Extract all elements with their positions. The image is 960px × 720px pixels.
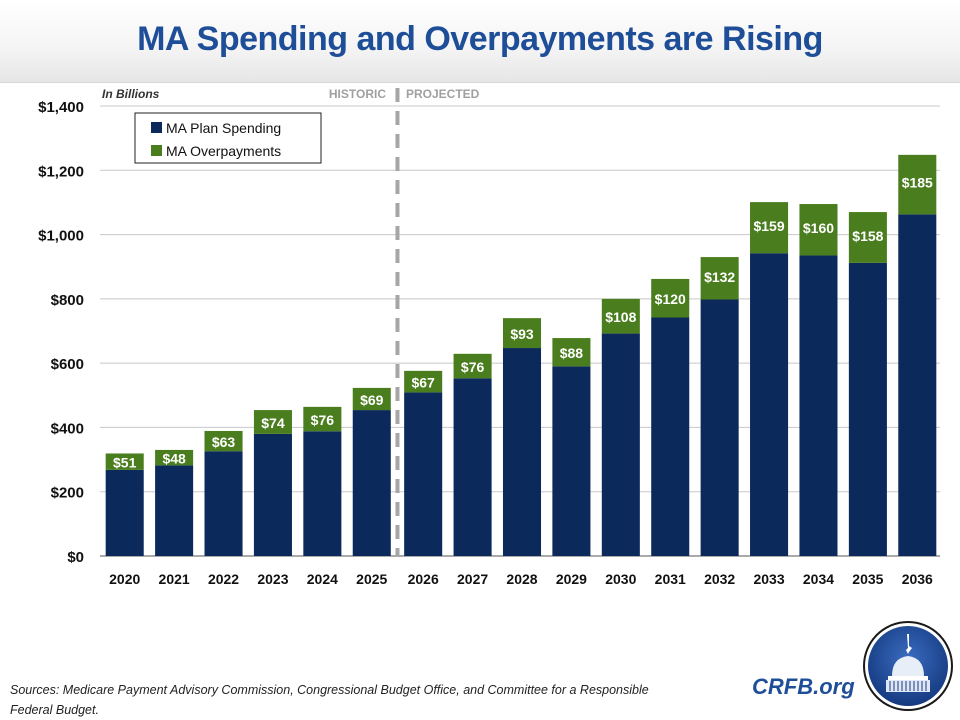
- bar-plan-spending: [155, 465, 194, 556]
- bar-overpayments: [204, 430, 243, 452]
- x-tick-label: 2031: [655, 571, 686, 587]
- data-label-overpayments: $160: [803, 220, 834, 236]
- y-tick-label: $600: [51, 356, 84, 373]
- header-banner: MA Spending and Overpayments are Rising: [0, 0, 960, 83]
- bar-overpayments: [651, 278, 690, 318]
- bar-overpayments: [848, 212, 887, 263]
- x-tick-label: 2024: [307, 571, 338, 587]
- x-tick-label: 2033: [753, 571, 784, 587]
- x-tick-label: 2036: [902, 571, 933, 587]
- data-label-overpayments: $51: [113, 455, 137, 471]
- data-label-overpayments: $74: [261, 415, 285, 431]
- bar-plan-spending: [352, 410, 391, 556]
- historic-label: HISTORIC: [329, 87, 386, 101]
- y-axis: $0 $200 $400 $600 $800 $1,000 $1,200 $1,400: [38, 99, 84, 566]
- bar-plan-spending: [552, 366, 591, 556]
- data-label-overpayments: $69: [360, 392, 384, 408]
- data-label-overpayments: $159: [753, 218, 784, 234]
- unit-label: In Billions: [102, 87, 160, 101]
- bar-overpayments: [552, 338, 591, 367]
- data-label-overpayments: $120: [655, 291, 686, 307]
- bar-plan-spending: [848, 262, 887, 556]
- bar-plan-spending: [601, 333, 640, 556]
- x-tick-label: 2032: [704, 571, 735, 587]
- bar-overpayments: [352, 387, 391, 411]
- x-tick-label: 2021: [159, 571, 190, 587]
- bar-overpayments: [601, 298, 640, 334]
- bar-overpayments: [404, 370, 443, 393]
- bar-overpayments: [750, 202, 789, 254]
- y-tick-label: $1,400: [38, 99, 84, 116]
- x-tick-label: 2023: [257, 571, 288, 587]
- data-label-overpayments: $132: [704, 269, 735, 285]
- y-tick-label: $0: [67, 549, 84, 566]
- legend-swatch-plan: [151, 122, 162, 133]
- y-tick-label: $1,200: [38, 163, 84, 180]
- y-tick-label: $200: [51, 485, 84, 502]
- bar-plan-spending: [799, 255, 838, 556]
- legend: MA Plan Spending MA Overpayments: [134, 112, 322, 164]
- data-label-overpayments: $88: [560, 345, 584, 361]
- bar-overpayments: [453, 353, 492, 379]
- bar-plan-spending: [253, 433, 292, 556]
- data-label-overpayments: $63: [212, 434, 236, 450]
- capitol-dome-icon: [863, 621, 953, 711]
- bar-overpayments: [700, 257, 739, 300]
- y-tick-label: $1,000: [38, 228, 84, 245]
- data-label-overpayments: $93: [510, 326, 534, 342]
- bar-plan-spending: [898, 214, 937, 557]
- bar-overpayments: [898, 154, 937, 215]
- legend-swatch-overpay: [151, 145, 162, 156]
- bar-overpayments: [303, 406, 342, 432]
- bar-plan-spending: [700, 299, 739, 556]
- data-label-overpayments: $108: [605, 309, 636, 325]
- x-tick-label: 2025: [356, 571, 387, 587]
- y-tick-label: $400: [51, 420, 84, 437]
- legend-label-plan: MA Plan Spending: [166, 120, 281, 136]
- bar-plan-spending: [651, 317, 690, 556]
- x-tick-label: 2020: [109, 571, 140, 587]
- x-tick-label: 2027: [457, 571, 488, 587]
- brand-link[interactable]: CRFB.org: [752, 674, 855, 699]
- bar-overpayments: [799, 204, 838, 256]
- sources-note: Sources: Medicare Payment Advisory Commi…: [10, 683, 649, 717]
- x-tick-label: 2026: [408, 571, 439, 587]
- bar-overpayments: [502, 318, 542, 349]
- data-label-overpayments: $48: [162, 451, 186, 467]
- legend-box: [134, 112, 322, 164]
- x-tick-label: 2035: [852, 571, 883, 587]
- page-title: MA Spending and Overpayments are Rising: [137, 20, 823, 58]
- data-label-overpayments: $76: [311, 412, 335, 428]
- y-tick-label: $800: [51, 292, 84, 309]
- data-label-overpayments: $67: [411, 375, 435, 391]
- bar-plan-spending: [502, 348, 542, 556]
- x-tick-label: 2034: [803, 571, 834, 587]
- x-axis: 2020 2021 2022 2023 2024 2025 2026 2027 2028 2029…: [109, 571, 933, 587]
- stacked-bar-chart: $0 $200 $400 $600 $800 $1,000 $1,200 $1,400 $51…: [38, 87, 940, 587]
- bar-overpayments: [155, 449, 194, 466]
- bar-plan-spending: [303, 431, 342, 556]
- data-label-overpayments: $158: [852, 228, 883, 244]
- projected-label: PROJECTED: [406, 87, 480, 101]
- bar-plan-spending: [105, 469, 144, 556]
- bar-plan-spending: [750, 253, 789, 556]
- data-label-overpayments: $185: [902, 175, 933, 191]
- bar-plan-spending: [404, 392, 443, 556]
- x-tick-label: 2028: [506, 571, 537, 587]
- x-tick-label: 2022: [208, 571, 239, 587]
- x-tick-label: 2030: [605, 571, 636, 587]
- bar-overpayments: [105, 453, 144, 470]
- data-label-overpayments: $76: [461, 359, 485, 375]
- bars: $51 $48 $63 $74 $76 $69 $67 $76 $93 $88 $108 $120 $1…: [105, 154, 937, 557]
- x-tick-label: 2029: [556, 571, 587, 587]
- legend-label-overpay: MA Overpayments: [166, 143, 281, 159]
- bar-plan-spending: [204, 451, 243, 556]
- bar-plan-spending: [453, 378, 492, 556]
- bar-overpayments: [253, 410, 292, 434]
